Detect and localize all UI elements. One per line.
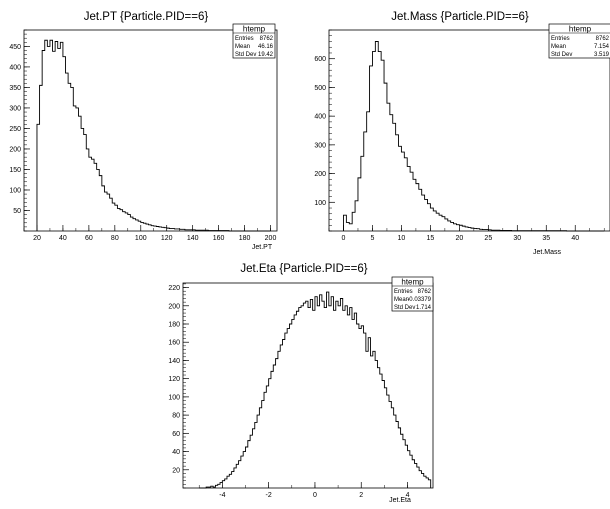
histogram-panel-2: Jet.Mass {Particle.PID==6}10020030040050…	[314, 11, 610, 256]
x-tick-label: 180	[239, 235, 251, 242]
y-tick-label: 400	[314, 114, 326, 121]
stats-label: Entries	[551, 36, 570, 42]
y-tick-label: 300	[314, 142, 326, 149]
x-tick-label: 15	[426, 235, 434, 242]
stats-title: htemp	[569, 25, 592, 34]
y-tick-label: 250	[9, 126, 21, 133]
x-tick-label: 20	[455, 235, 463, 242]
y-tick-label: 60	[172, 431, 180, 438]
stats-value: 19.42	[258, 52, 274, 58]
stats-label: Std Dev	[551, 52, 572, 58]
stats-label: Mean	[394, 297, 409, 303]
y-tick-label: 100	[314, 200, 326, 207]
histogram-panel-1: Jet.PT {Particle.PID==6} 50 100 150 200 250 30…	[9, 11, 278, 251]
stats-label: Std Dev	[235, 52, 256, 58]
y-tick-label: 100	[9, 187, 21, 194]
y-tick-label: 200	[9, 146, 21, 153]
x-tick-label: 5	[371, 235, 375, 242]
y-tick-label: 180	[168, 322, 180, 329]
y-tick-label: 120	[168, 376, 180, 383]
x-tick-label: -2	[266, 492, 272, 499]
x-tick-label: 2	[359, 492, 363, 499]
y-tick-label: 50	[13, 208, 21, 215]
stats-label: Mean	[551, 44, 566, 50]
y-tick-label: 20	[172, 467, 180, 474]
x-tick-label: 40	[59, 235, 67, 242]
stats-value: 1.714	[416, 305, 432, 311]
histogram-line	[199, 291, 432, 489]
y-tick-label: 220	[168, 285, 180, 292]
stats-box	[232, 23, 276, 59]
stats-value: -0.03379	[407, 297, 431, 303]
plot-frame	[23, 29, 278, 232]
x-tick-label: 40	[571, 235, 579, 242]
y-tick-label: 40	[172, 449, 180, 456]
y-tick-label: 200	[314, 171, 326, 178]
y-tick-label: 140	[168, 358, 180, 365]
x-tick-label: 160	[213, 235, 225, 242]
y-tick-label: 300	[9, 105, 21, 112]
y-tick-label: 80	[172, 413, 180, 420]
stats-value: 3.519	[594, 52, 610, 58]
stats-title: htemp	[401, 278, 424, 287]
x-tick-label: 100	[135, 235, 147, 242]
stats-box	[548, 23, 610, 59]
x-tick-label: 140	[187, 235, 199, 242]
stats-value: 8762	[596, 36, 610, 42]
histogram-line	[343, 41, 605, 232]
y-tick-label: 600	[314, 56, 326, 63]
y-tick-label: 400	[9, 64, 21, 71]
y-tick-label: 200	[168, 303, 180, 310]
x-tick-label: 35	[542, 235, 550, 242]
x-tick-label: 0	[313, 492, 317, 499]
y-tick-label: 450	[9, 44, 21, 51]
x-tick-label: 80	[111, 235, 119, 242]
x-tick-label: 25	[484, 235, 492, 242]
x-tick-label: 10	[398, 235, 406, 242]
stats-value: 46.16	[258, 44, 274, 50]
histogram-panel-3: Jet.Eta {Particle.PID==6}204060801001201…	[168, 263, 434, 504]
y-tick-label: 100	[168, 394, 180, 401]
x-tick-label: 60	[85, 235, 93, 242]
x-tick-label: 120	[161, 235, 173, 242]
plot-frame	[182, 282, 434, 489]
x-tick-label: 0	[342, 235, 346, 242]
x-tick-label: 30	[513, 235, 521, 242]
stats-value: 7.154	[594, 44, 610, 50]
x-tick-label: 4	[406, 492, 410, 499]
x-tick-label: 20	[33, 235, 41, 242]
x-axis-label: Jet.Mass	[533, 249, 562, 256]
y-tick-label: 160	[168, 340, 180, 347]
plot-title: Jet.PT {Particle.PID==6}	[84, 11, 209, 23]
stats-value: 8762	[260, 36, 274, 42]
stats-value: 8762	[418, 289, 432, 295]
y-tick-label: 350	[9, 85, 21, 92]
x-tick-label: -4	[219, 492, 225, 499]
y-tick-label: 500	[314, 85, 326, 92]
stats-title: htemp	[243, 25, 266, 34]
stats-label: Mean	[235, 44, 250, 50]
histogram-line	[36, 39, 271, 232]
stats-label: Entries	[394, 289, 413, 295]
y-tick-label: 150	[9, 167, 21, 174]
plot-title: Jet.Eta {Particle.PID==6}	[240, 263, 367, 275]
stats-label: Entries	[235, 36, 254, 42]
x-axis-label: Jet.PT	[252, 244, 273, 251]
x-tick-label: 200	[265, 235, 277, 242]
plot-title: Jet.Mass {Particle.PID==6}	[391, 11, 529, 23]
stats-label: Std Dev	[394, 305, 415, 311]
x-axis-label: Jet.Eta	[389, 497, 411, 504]
plot-frame	[328, 29, 610, 232]
stats-box	[391, 276, 434, 312]
